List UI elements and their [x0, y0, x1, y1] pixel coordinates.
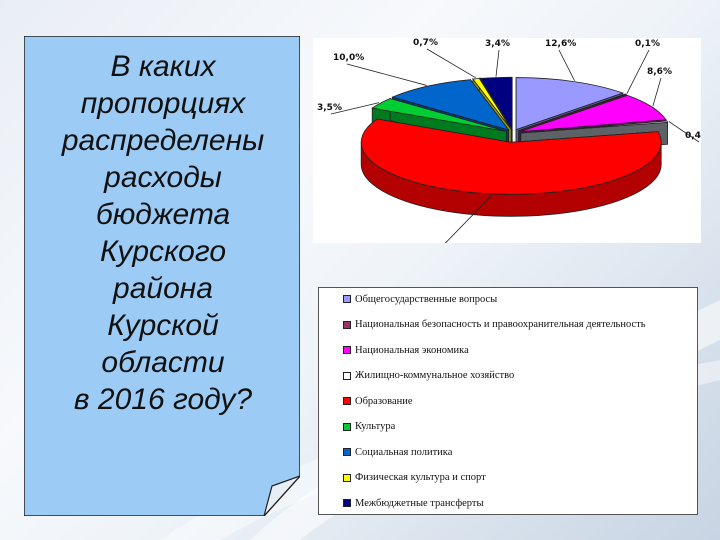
pie-data-label: 12,6%	[545, 39, 576, 49]
pie-leader-line	[426, 48, 476, 79]
pie-data-label: 0,4%	[685, 131, 701, 141]
question-line: района	[113, 272, 213, 305]
pie-data-label: 3,4%	[485, 39, 510, 49]
legend-item: Образование	[343, 394, 413, 408]
pie-leader-line	[668, 121, 700, 143]
legend-label: Культура	[355, 421, 396, 432]
legend-item: Физическая культура и спорт	[343, 471, 486, 485]
question-line: Курской	[107, 309, 219, 342]
legend-item: Национальная экономика	[343, 343, 469, 357]
legend-label: Национальная экономика	[355, 344, 469, 356]
legend-item: Социальная политика	[343, 445, 452, 459]
legend-swatch	[343, 397, 351, 405]
question-line: распределены	[61, 124, 265, 157]
pie-leader-line	[626, 49, 650, 94]
pie-data-label: 8,6%	[647, 67, 672, 77]
legend-swatch	[343, 371, 351, 380]
legend-swatch	[343, 422, 351, 431]
legend-swatch	[343, 499, 351, 507]
pie-slice-4	[360, 118, 662, 217]
pie-leader-line	[652, 77, 662, 107]
legend-label: Общегосударственные вопросы	[355, 293, 498, 305]
legend-item: Культура	[343, 420, 395, 434]
pie-data-label: 0,1%	[635, 39, 660, 49]
legend-label: Жилищно-коммунальное хозяйство	[355, 370, 515, 381]
pie-data-label: 3,5%	[317, 103, 342, 113]
legend-swatch	[343, 346, 351, 354]
question-line: Курского	[99, 235, 227, 268]
pie-leader-line	[495, 49, 500, 77]
legend-swatch	[343, 320, 351, 329]
legend-item: Национальная безопасность и правоохранит…	[343, 318, 646, 332]
pie-chart: 12,6%0,1%8,6%0,4%60,7%3,5%10,0%0,7%3,4%	[317, 38, 710, 263]
pie-chart-area: 12,6%0,1%8,6%0,4%60,7%3,5%10,0%0,7%3,4%	[313, 38, 710, 263]
question-line: пропорциях	[80, 87, 246, 120]
question-line: расходы	[104, 161, 222, 194]
pie-data-label: 10,0%	[333, 53, 364, 63]
pie-data-label: 0,7%	[413, 38, 438, 48]
question-note	[23, 35, 301, 517]
question-line: в 2016 году?	[73, 383, 253, 416]
legend-label: Образование	[355, 395, 413, 407]
legend-label: Национальная безопасность и правоохранит…	[355, 319, 646, 330]
legend-item: Жилищно-коммунальное хозяйство	[343, 369, 514, 383]
legend-item: Межбюджетные трансферты	[343, 496, 484, 510]
legend-label: Физическая культура и спорт	[355, 472, 486, 483]
legend-label: Социальная политика	[355, 446, 453, 458]
question-line: бюджета	[95, 198, 231, 231]
pie-leader-line	[558, 49, 575, 81]
legend-swatch	[343, 473, 351, 482]
legend-item: Общегосударственные вопросы	[343, 292, 497, 306]
legend-swatch	[343, 295, 351, 303]
question-line: области	[101, 346, 225, 379]
pie-leader-line	[346, 63, 427, 86]
question-line: В каких	[110, 50, 216, 83]
chart-legend: Общегосударственные вопросы Национальная …	[318, 287, 698, 515]
question-text: В каких пропорциях распределены расходы …	[28, 48, 298, 418]
legend-swatch	[343, 448, 351, 456]
pie-leader-line	[330, 102, 380, 115]
legend-label: Межбюджетные трансферты	[355, 497, 484, 509]
